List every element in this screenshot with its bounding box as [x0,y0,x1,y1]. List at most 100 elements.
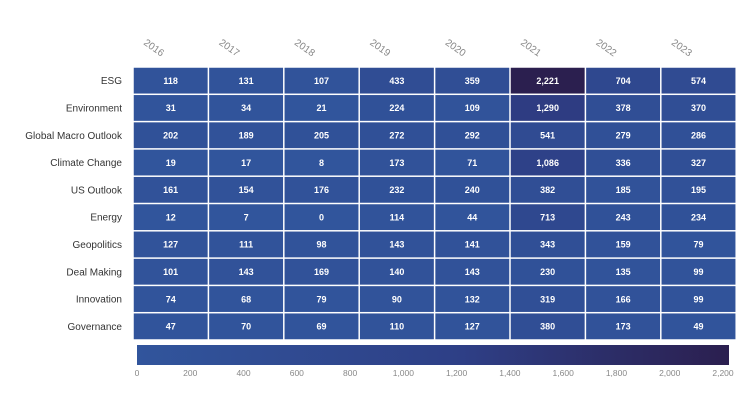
heatmap-cell [435,231,510,258]
cell-value-label: 31 [166,103,176,113]
cell-value-label: 279 [616,130,631,140]
cell-value-label: 0 [319,212,324,222]
cell-value-label: 286 [691,130,706,140]
heatmap-cell [661,204,736,231]
cell-value-label: 12 [166,212,176,222]
cell-value-label: 359 [465,76,480,86]
cell-value-label: 169 [314,267,329,277]
row-label: Deal Making [66,267,122,278]
color-scale-tick-label: 1,000 [393,368,415,378]
heatmap-cell [284,204,359,231]
column-label-2016: 2016 [141,37,166,59]
row-label: Innovation [76,295,122,306]
cell-value-label: 127 [465,322,480,332]
heatmap-cell [359,176,434,203]
heatmap-cell [435,95,510,121]
row-label: Environment [66,103,122,114]
cell-value-label: 44 [467,212,477,222]
heatmap-cell [510,258,585,285]
cell-value-label: 205 [314,130,329,140]
heatmap-cell [284,286,359,312]
heatmap-cell [586,204,661,231]
color-scale-tick-label: 800 [343,368,357,378]
heatmap-cell [209,231,284,258]
heatmap-cell [284,149,359,176]
heatmap-cell [586,286,661,312]
cell-value-label: 159 [616,240,631,250]
cell-value-label: 1,290 [536,103,559,113]
heatmap-cell [359,286,434,312]
cell-value-label: 370 [691,103,706,113]
heatmap-cell [661,231,736,258]
heatmap-cell [359,231,434,258]
cell-value-label: 380 [540,322,555,332]
cell-value-label: 34 [241,103,251,113]
column-label-2023: 2023 [669,37,694,59]
cell-value-label: 107 [314,76,329,86]
cell-value-label: 110 [390,322,405,332]
cell-value-label: 541 [540,130,555,140]
cell-value-label: 90 [392,294,402,304]
heatmap-cell [661,95,736,121]
heatmap-cell [510,176,585,203]
heatmap-cell [133,95,208,121]
heatmap-cell [661,286,736,312]
color-scale-tick-label: 1,800 [606,368,628,378]
cell-value-label: 141 [465,240,480,250]
heatmap-cell [209,204,284,231]
column-label-2022: 2022 [594,37,619,59]
heatmap-cell [209,67,284,94]
cell-value-label: 272 [389,130,404,140]
cell-value-label: 19 [166,158,176,168]
cell-value-label: 47 [166,322,176,332]
heatmap-cell [209,313,284,340]
cell-value-label: 143 [239,267,254,277]
cell-value-label: 109 [465,103,480,113]
row-label: Energy [90,213,122,224]
color-scale-tick-label: 1,200 [446,368,468,378]
cell-value-label: 101 [163,267,178,277]
heatmap-cell [586,95,661,121]
color-scale-tick-label: 600 [290,368,304,378]
heatmap-cell [209,95,284,121]
cell-value-label: 70 [241,322,251,332]
cell-value-label: 143 [465,267,480,277]
row-label: Climate Change [50,158,122,169]
heatmap-cell [435,67,510,94]
row-label: Governance [68,322,123,333]
cell-value-label: 234 [691,212,706,222]
cell-value-label: 79 [693,240,703,250]
cell-value-label: 327 [691,158,706,168]
cell-value-label: 704 [616,76,631,86]
color-scale-tick-label: 2,000 [659,368,681,378]
heatmap-cell [661,122,736,149]
heatmap-cell [435,149,510,176]
heatmap-cell [510,122,585,149]
heatmap-cell [661,313,736,340]
heatmap-cell [435,258,510,285]
cell-value-label: 195 [691,185,706,195]
heatmap-cell [284,258,359,285]
heatmap-cell [133,258,208,285]
cell-value-label: 2,221 [536,76,559,86]
heatmap-cell [133,176,208,203]
heatmap-cell [586,313,661,340]
heatmap-cell [359,313,434,340]
heatmap-cell [510,149,585,176]
cell-value-label: 98 [316,240,326,250]
color-scale-tick-label: 400 [236,368,250,378]
heatmap-cell [359,122,434,149]
heatmap-cell [209,176,284,203]
cell-value-label: 336 [616,158,631,168]
heatmap-cell [661,176,736,203]
cell-value-label: 230 [540,267,555,277]
color-scale-tick-label: 1,400 [499,368,521,378]
heatmap-cell [510,95,585,121]
cell-value-label: 185 [616,185,631,195]
heatmap-cell [133,67,208,94]
cell-value-label: 111 [239,240,253,250]
heatmap-cell [284,122,359,149]
cell-value-label: 240 [465,185,480,195]
heatmap-cell [133,149,208,176]
